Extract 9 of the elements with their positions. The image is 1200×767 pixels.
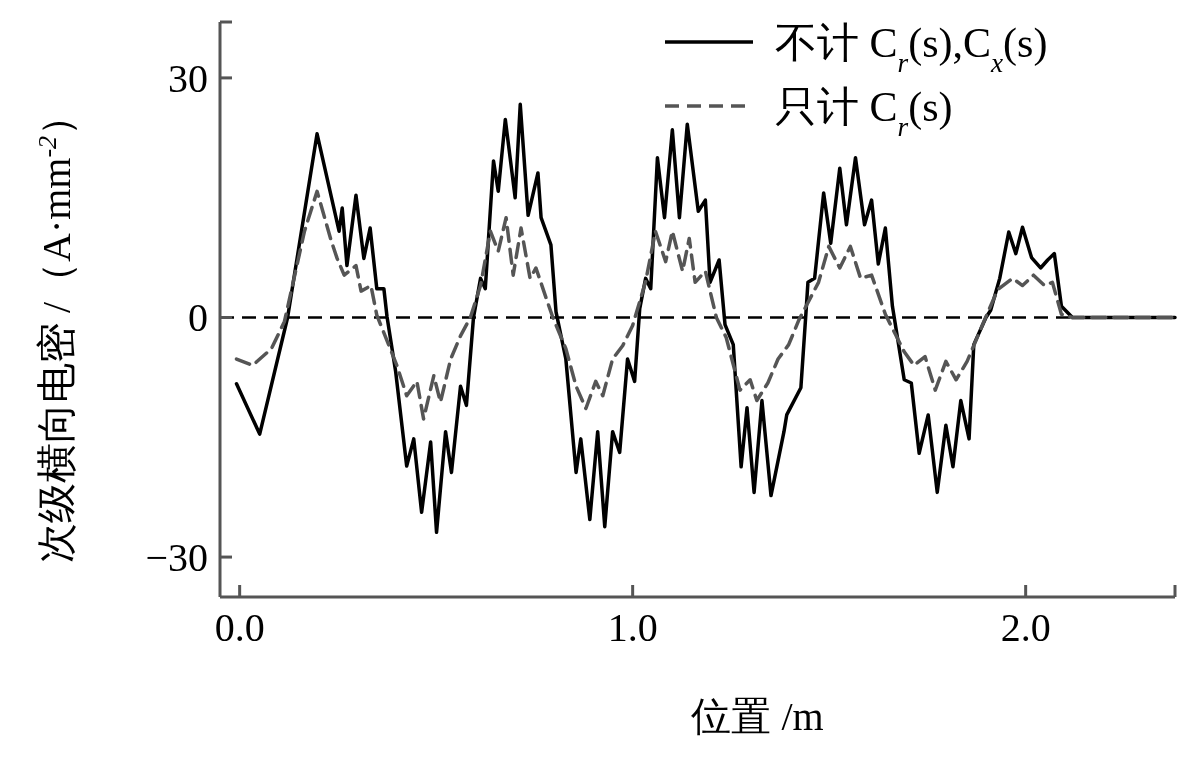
y-tick-label: 30 <box>168 55 208 101</box>
x-tick-label: 0.0 <box>214 605 265 650</box>
y-tick-label: −30 <box>145 535 208 581</box>
legend-label: 只计 C$_{r}$(s) <box>775 83 953 142</box>
x-tick-label: 1.0 <box>607 605 658 650</box>
x-axis-title: 位置 /m <box>691 694 824 739</box>
legend-label: 不计 C$_{r}$(s),C$_{x}$(s) <box>775 19 1048 78</box>
x-tick-label: 2.0 <box>1000 605 1051 650</box>
y-tick-label: 0 <box>188 295 208 341</box>
